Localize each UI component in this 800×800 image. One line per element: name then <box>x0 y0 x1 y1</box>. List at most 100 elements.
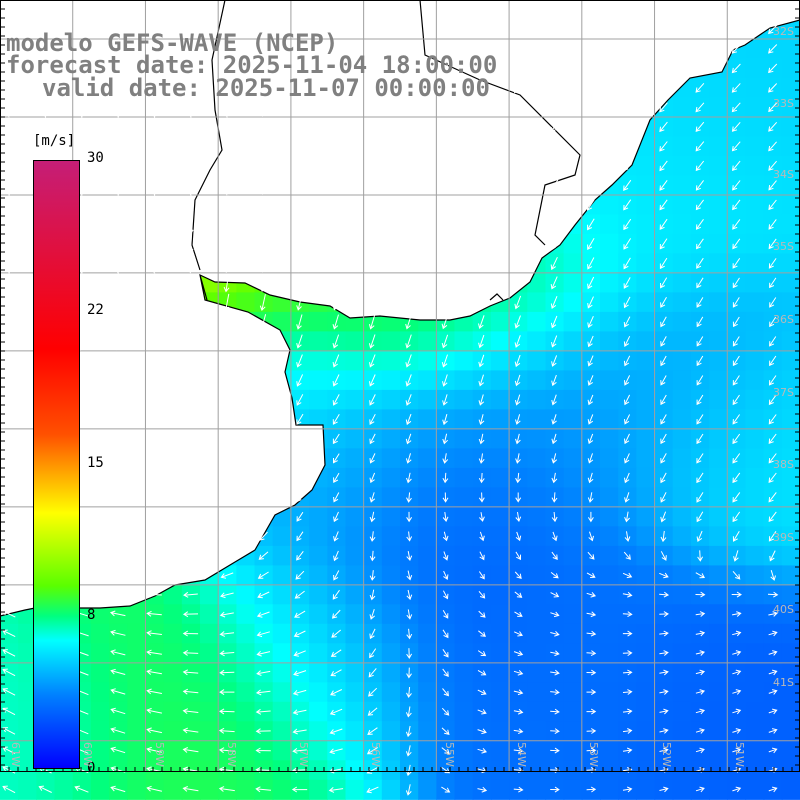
wind-cell <box>636 467 656 488</box>
wind-cell <box>563 272 583 293</box>
wind-arrow <box>182 649 199 656</box>
wind-cell <box>381 623 401 644</box>
wind-cell <box>636 370 656 391</box>
colorbar-tick-0: 0 <box>87 760 96 776</box>
wind-arrow <box>550 669 560 676</box>
wind-arrow <box>2 668 16 677</box>
wind-cell <box>781 428 800 449</box>
wind-arrow <box>586 611 597 618</box>
wind-arrow <box>587 335 594 348</box>
wind-arrow <box>115 97 122 118</box>
wind-arrow <box>478 453 485 464</box>
wind-arrow <box>115 117 122 138</box>
wind-arrow <box>515 414 521 425</box>
lat-label-41s: 41S <box>773 676 794 689</box>
wind-arrow <box>110 688 126 695</box>
wind-cell <box>563 370 583 391</box>
wind-arrow <box>695 650 706 656</box>
wind-arrow <box>182 708 199 714</box>
wind-cell <box>309 740 328 761</box>
wind-arrow <box>187 313 194 331</box>
wind-cell <box>563 448 583 469</box>
wind-cell <box>745 370 765 391</box>
wind-arrow <box>695 572 706 579</box>
wind-arrow <box>115 234 122 255</box>
wind-arrow <box>296 294 303 311</box>
wind-arrow <box>151 78 158 99</box>
wind-arrow <box>550 296 558 309</box>
wind-arrow <box>78 175 85 196</box>
wind-arrow <box>441 62 450 75</box>
wind-cell <box>672 428 692 449</box>
wind-arrow <box>622 747 633 754</box>
wind-cell <box>636 156 656 177</box>
wind-arrow <box>695 199 704 211</box>
wind-arrow <box>441 236 449 252</box>
wind-cell <box>236 623 256 644</box>
wind-cell <box>309 389 328 410</box>
wind-cell <box>418 721 437 742</box>
wind-arrow <box>732 689 742 695</box>
wind-arrow <box>770 570 776 581</box>
lon-label-55w: 55W <box>443 742 456 767</box>
wind-arrow <box>333 453 340 464</box>
wind-arrow <box>151 156 158 177</box>
wind-arrow <box>151 58 158 79</box>
wind-arrow <box>586 179 595 192</box>
wind-cell <box>490 487 510 508</box>
wind-arrow <box>219 650 235 657</box>
wind-cell <box>163 604 183 625</box>
wind-cell <box>781 272 800 293</box>
wind-arrow <box>332 81 340 96</box>
wind-arrow <box>332 334 340 349</box>
wind-cell <box>600 350 619 371</box>
wind-arrow <box>623 141 632 152</box>
wind-cell <box>563 662 583 683</box>
wind-cell <box>272 643 292 664</box>
wind-cell <box>636 253 656 274</box>
wind-arrow <box>332 374 340 387</box>
wind-cell <box>709 565 728 586</box>
wind-cell <box>90 779 110 800</box>
wind-arrow <box>695 786 705 793</box>
wind-arrow <box>732 472 741 484</box>
wind-cell <box>636 194 656 215</box>
wind-arrow <box>4 374 14 386</box>
wind-arrow <box>478 315 485 329</box>
wind-arrow <box>368 23 377 36</box>
wind-arrow <box>221 552 233 560</box>
wind-cell <box>709 623 728 644</box>
wind-cell <box>127 779 147 800</box>
wind-arrow <box>442 512 449 523</box>
wind-arrow <box>479 531 485 542</box>
wind-cell <box>672 136 692 157</box>
wind-cell <box>745 97 765 118</box>
wind-arrow <box>223 293 230 312</box>
wind-arrow <box>622 611 633 618</box>
wind-cell <box>381 545 401 566</box>
wind-cell <box>236 604 256 625</box>
wind-cell <box>745 584 765 605</box>
wind-arrow <box>2 785 16 794</box>
wind-cell <box>672 467 692 488</box>
wind-arrow <box>369 609 376 620</box>
wind-arrow <box>220 592 234 599</box>
wind-cell <box>672 409 692 430</box>
wind-arrow <box>260 156 266 176</box>
wind-cell <box>127 662 147 683</box>
wind-cell <box>527 662 547 683</box>
wind-arrow <box>696 394 704 406</box>
wind-arrow <box>405 236 412 252</box>
wind-cell <box>18 623 37 644</box>
wind-cell <box>672 682 692 703</box>
wind-arrow <box>624 375 631 386</box>
wind-cell <box>745 214 765 235</box>
wind-cell <box>672 565 692 586</box>
wind-arrow <box>5 353 13 369</box>
wind-arrow <box>660 414 667 425</box>
wind-arrow <box>768 44 778 54</box>
wind-arrow <box>515 531 522 542</box>
wind-arrow <box>259 512 268 522</box>
wind-arrow <box>115 195 122 216</box>
wind-cell <box>745 448 765 469</box>
